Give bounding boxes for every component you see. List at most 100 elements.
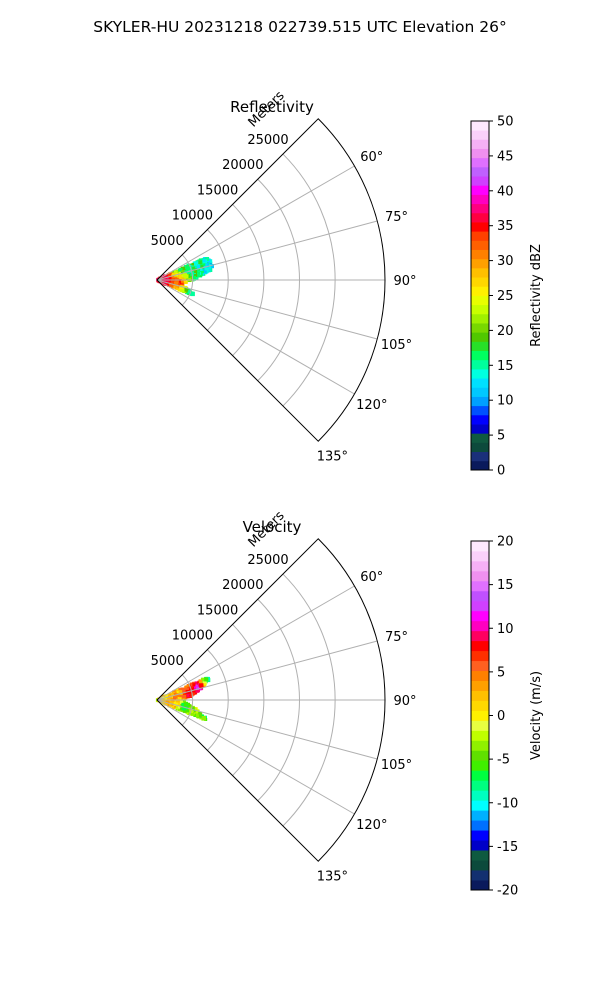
echo-cell bbox=[178, 690, 183, 694]
echo-cell bbox=[196, 261, 200, 265]
colorbar-segment bbox=[471, 258, 489, 269]
echo-cell bbox=[173, 285, 177, 288]
echo-cell bbox=[209, 264, 214, 269]
colorbar-tick-label: 5 bbox=[497, 665, 505, 680]
colorbar-tick-label: 40 bbox=[497, 184, 514, 199]
echo-cell bbox=[188, 270, 193, 275]
angle-tick-label: 90° bbox=[393, 694, 416, 709]
angle-tick-label: 105° bbox=[381, 758, 412, 773]
colorbar-segment bbox=[471, 710, 489, 721]
echo-cell bbox=[173, 701, 178, 706]
echo-cell bbox=[200, 268, 203, 271]
colorbar-segment bbox=[471, 341, 489, 351]
colorbar-segment bbox=[471, 350, 489, 361]
echo-cell bbox=[168, 277, 172, 280]
colorbar-segment bbox=[471, 870, 489, 881]
azimuth-spoke bbox=[156, 699, 355, 815]
colorbar-segment bbox=[471, 121, 489, 131]
echo-cell bbox=[198, 683, 204, 688]
echo-cell bbox=[165, 278, 170, 283]
polar-grid bbox=[156, 573, 385, 827]
figure-title: SKYLER-HU 20231218 022739.515 UTC Elevat… bbox=[93, 18, 507, 36]
echo-cell bbox=[195, 712, 201, 718]
echo-cell bbox=[184, 274, 189, 279]
echo-cell bbox=[181, 706, 187, 711]
colorbar-segment bbox=[471, 359, 489, 370]
colorbar-segment bbox=[471, 157, 489, 168]
echo-cell bbox=[193, 710, 196, 713]
echo-cell bbox=[199, 265, 204, 270]
sector-frame bbox=[156, 538, 386, 862]
echo-cell bbox=[164, 699, 169, 704]
echo-cell bbox=[197, 272, 201, 275]
angle-tick-label: 105° bbox=[381, 338, 412, 353]
colorbar-tick-label: 20 bbox=[497, 324, 514, 339]
colorbar-segment bbox=[471, 194, 489, 205]
angle-tick-label: 120° bbox=[356, 818, 387, 833]
colorbar-segment bbox=[471, 860, 489, 871]
echo-cell bbox=[180, 687, 185, 692]
range-tick-label: 15000 bbox=[197, 603, 238, 618]
range-tick-label: 10000 bbox=[172, 629, 213, 644]
angle-tick-label: 135° bbox=[317, 869, 348, 884]
echo-cell bbox=[191, 707, 195, 711]
echo-cell bbox=[168, 274, 172, 278]
colorbar-tick-label: 0 bbox=[497, 464, 505, 479]
echo-cell bbox=[194, 685, 197, 688]
echo-cell bbox=[192, 261, 197, 266]
colorbar-segment bbox=[471, 414, 489, 425]
colorbar-segment bbox=[471, 212, 489, 223]
colorbar-segment bbox=[471, 810, 489, 821]
colorbar-segment bbox=[471, 700, 489, 711]
echo-cell bbox=[194, 687, 197, 690]
azimuth-spoke bbox=[156, 279, 355, 395]
colorbar-segment bbox=[471, 590, 489, 602]
echo-cell bbox=[191, 711, 196, 716]
colorbar-tick-label: 15 bbox=[497, 359, 514, 374]
colorbar-segment bbox=[471, 820, 489, 831]
echo-cell bbox=[190, 276, 194, 281]
colorbar-segment bbox=[471, 560, 489, 572]
echo-cell bbox=[187, 688, 191, 691]
colorbar-tick-label: 10 bbox=[497, 622, 514, 637]
azimuth-spoke bbox=[156, 279, 378, 340]
colorbar-segment bbox=[471, 730, 489, 741]
echo-cell bbox=[202, 258, 206, 263]
echo-cell bbox=[179, 285, 183, 290]
echo-cell bbox=[200, 677, 206, 683]
colorbar-segment bbox=[471, 176, 489, 186]
echo-cell bbox=[196, 689, 200, 693]
echo-cell bbox=[202, 263, 206, 266]
colorbar-segment bbox=[471, 600, 489, 612]
echo-cell bbox=[162, 274, 167, 280]
echo-cell bbox=[204, 267, 208, 271]
echo-cell bbox=[182, 689, 186, 693]
angle-tick-label: 75° bbox=[385, 630, 408, 645]
azimuth-spoke bbox=[156, 220, 378, 281]
colorbar-segment bbox=[471, 185, 489, 195]
echo-cell bbox=[199, 263, 203, 267]
colorbar: -20 -15 -10 -5 0 5 10 15 20 Velocity (m/s) bbox=[470, 535, 544, 899]
colorbar-segment bbox=[471, 880, 489, 891]
colorbar-tick-label: 0 bbox=[497, 709, 505, 724]
colorbar-segment bbox=[471, 660, 489, 672]
echo-cell bbox=[198, 714, 202, 718]
colorbar-tick-label: -5 bbox=[497, 753, 510, 768]
colorbar-segment bbox=[471, 620, 489, 632]
echo-cell bbox=[180, 287, 186, 293]
echo-cell bbox=[181, 270, 185, 274]
echo-cell bbox=[170, 701, 174, 705]
colorbar-segment bbox=[471, 332, 489, 342]
colorbar-segment bbox=[471, 840, 489, 851]
angle-tick-label: 135° bbox=[317, 449, 348, 464]
colorbar-tick-label: -10 bbox=[497, 796, 518, 811]
range-tick-label: 10000 bbox=[172, 209, 213, 224]
echo-cell bbox=[176, 702, 181, 707]
angle-tick-label: 90° bbox=[393, 274, 416, 289]
colorbar-segment bbox=[471, 550, 489, 562]
echo-cell bbox=[175, 705, 179, 709]
echo-cell bbox=[174, 281, 179, 286]
echo-cell bbox=[191, 683, 194, 687]
echo-cell bbox=[188, 706, 192, 710]
